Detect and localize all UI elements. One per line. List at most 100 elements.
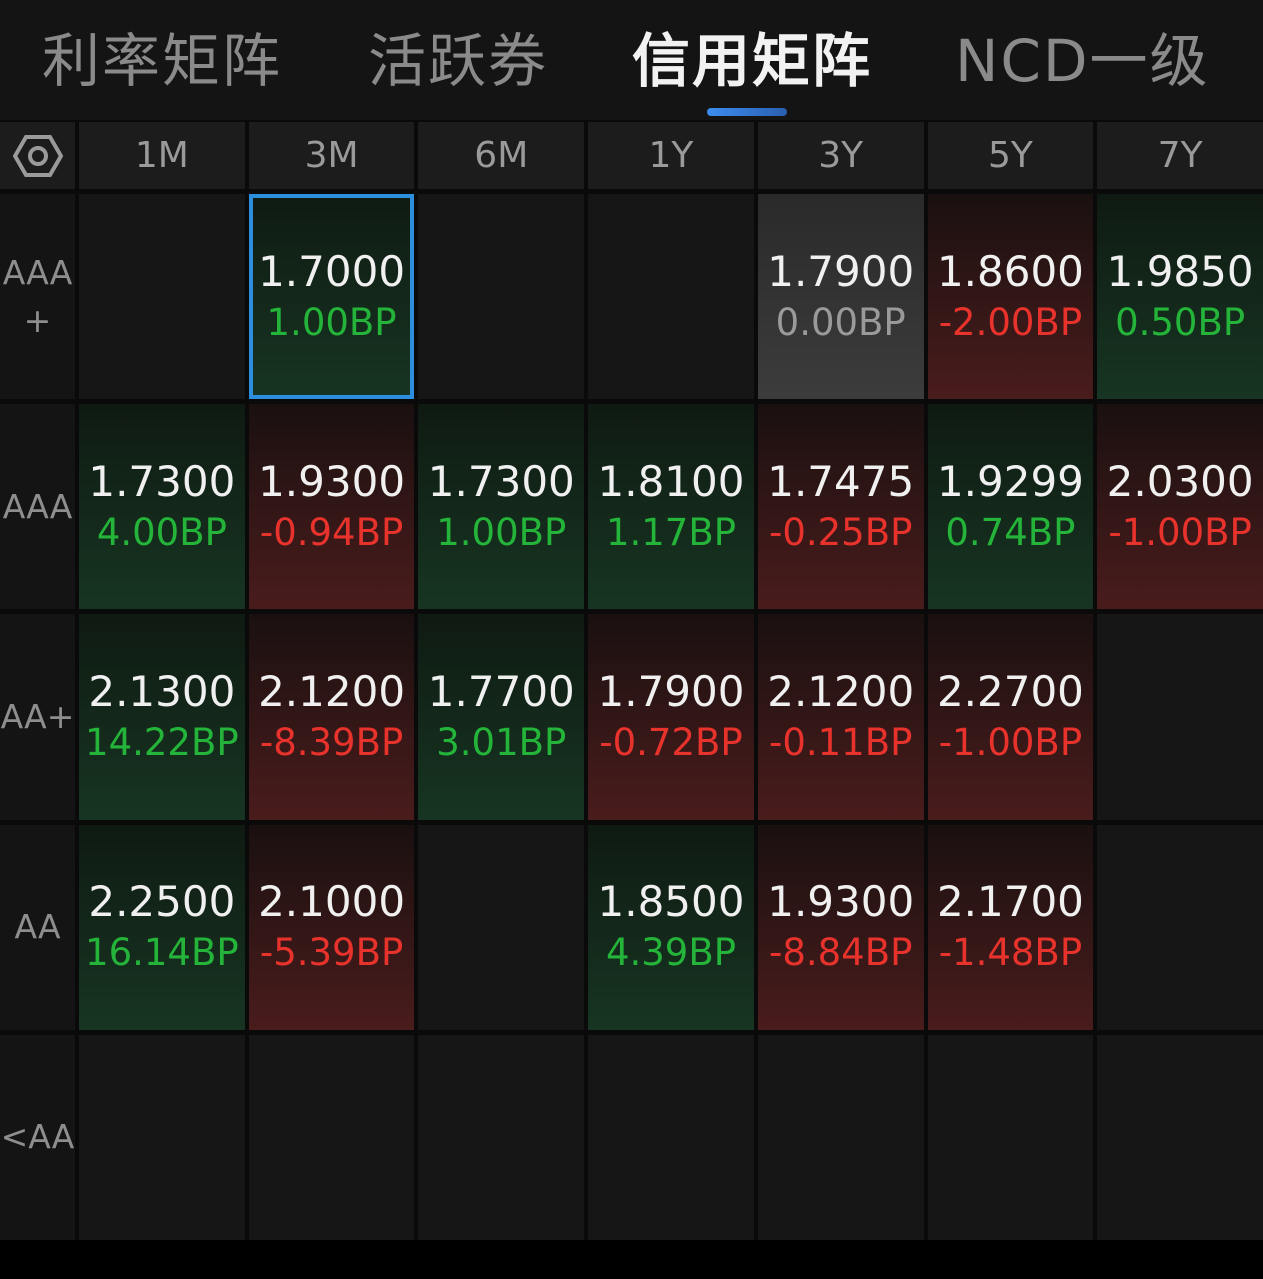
change-value: 0.74BP [945,510,1076,554]
change-value: 3.01BP [436,720,567,764]
matrix-cell[interactable]: 1.9850 0.50BP [1097,194,1263,400]
yield-value: 2.1200 [258,666,406,716]
matrix-cell[interactable] [757,1034,924,1240]
change-value: -0.72BP [599,720,743,764]
column-header-1m[interactable]: 1M [79,122,245,189]
column-header-1y[interactable]: 1Y [588,122,754,189]
settings-button[interactable] [0,122,75,189]
yield-value: 1.7700 [427,666,575,716]
tab-rate-matrix[interactable]: 利率矩阵 [42,27,283,95]
matrix-cell[interactable] [418,1034,585,1240]
matrix-cell[interactable]: 1.7700 3.01BP [418,614,585,820]
matrix-cell[interactable] [1097,1034,1263,1240]
yield-value: 1.7300 [88,456,236,506]
matrix-cell[interactable]: 1.7900 0.00BP [757,194,924,400]
row-label: AA [0,824,75,1030]
matrix-cell[interactable]: 1.7000 1.00BP [248,194,415,400]
change-value: 1.00BP [436,510,567,554]
yield-value: 2.1200 [767,666,915,716]
yield-value: 1.9300 [767,877,915,927]
change-value: 1.17BP [605,510,737,554]
row-label: AAA + [0,194,75,400]
matrix-cell[interactable]: 2.1700 -1.48BP [927,824,1094,1030]
tab-bar: 利率矩阵 活跃券 信用矩阵 NCD一级 [0,0,1263,120]
yield-value: 1.8100 [597,456,745,506]
bottom-bar [0,1240,1263,1279]
yield-value: 2.1700 [936,877,1084,927]
change-value: -1.00BP [1108,510,1252,554]
matrix-cell[interactable]: 1.8100 1.17BP [588,404,754,610]
yield-value: 2.1300 [88,666,236,716]
matrix-cell[interactable]: 2.2500 16.14BP [79,824,245,1030]
change-value: -5.39BP [259,931,404,975]
change-value: -0.94BP [259,510,404,554]
tab-active-bonds[interactable]: 活跃券 [368,27,549,95]
matrix-cell[interactable]: 2.1300 14.22BP [79,614,245,820]
column-header-3y[interactable]: 3Y [757,122,924,189]
matrix-cell[interactable] [418,194,585,400]
change-value: -2.00BP [938,300,1083,344]
matrix-cell[interactable] [588,1034,754,1240]
change-value: -1.48BP [938,931,1083,975]
matrix-cell[interactable]: 2.2700 -1.00BP [927,614,1094,820]
matrix-cell[interactable]: 1.9300 -0.94BP [248,404,415,610]
column-header-5y[interactable]: 5Y [927,122,1094,189]
matrix-cell[interactable]: 1.8500 4.39BP [588,824,754,1030]
matrix-cell[interactable] [1097,614,1263,820]
matrix-cell[interactable]: 1.9299 0.74BP [927,404,1094,610]
yield-value: 1.7900 [767,246,915,296]
matrix-cell[interactable]: 2.1000 -5.39BP [248,824,415,1030]
credit-matrix-grid: 1M 3M 6M 1Y 3Y 5Y 7Y AAA +1.7000 1.00BP 1.7900 0.0… [0,122,1263,1240]
change-value: 0.50BP [1115,300,1246,344]
matrix-cell[interactable] [1097,824,1263,1030]
matrix-cell[interactable]: 2.1200 -0.11BP [757,614,924,820]
row-label: AA+ [0,614,75,820]
matrix-cell[interactable] [588,194,754,400]
yield-value: 1.7900 [597,666,745,716]
column-header-6m[interactable]: 6M [418,122,585,189]
yield-value: 1.7000 [258,246,406,296]
yield-value: 2.1000 [258,877,406,927]
change-value: 4.00BP [96,510,227,554]
yield-value: 2.2700 [936,666,1084,716]
yield-value: 1.9850 [1106,246,1254,296]
change-value: -0.11BP [768,720,913,764]
yield-value: 1.7475 [767,456,915,506]
matrix-cell[interactable] [418,824,585,1030]
tab-ncd-primary[interactable]: NCD一级 [955,27,1210,95]
change-value: 0.00BP [775,300,906,344]
active-tab-indicator [707,108,787,116]
column-header-3m[interactable]: 3M [248,122,415,189]
yield-value: 1.8600 [936,246,1084,296]
matrix-cell[interactable]: 2.0300 -1.00BP [1097,404,1263,610]
column-header-7y[interactable]: 7Y [1097,122,1263,189]
matrix-cell[interactable] [79,1034,245,1240]
matrix-cell[interactable]: 1.8600 -2.00BP [927,194,1094,400]
matrix-cell[interactable] [79,194,245,400]
change-value: -1.00BP [938,720,1083,764]
matrix-cell[interactable]: 1.7475 -0.25BP [757,404,924,610]
change-value: -8.84BP [768,931,913,975]
yield-value: 1.8500 [597,877,745,927]
change-value: 1.00BP [266,300,397,344]
matrix-cell[interactable] [248,1034,415,1240]
hexagon-settings-icon [12,134,63,177]
matrix-cell[interactable]: 1.7900 -0.72BP [588,614,754,820]
yield-value: 1.9299 [936,456,1084,506]
matrix-cell[interactable]: 1.7300 1.00BP [418,404,585,610]
yield-value: 1.7300 [427,456,575,506]
tab-credit-matrix[interactable]: 信用矩阵 [632,27,873,95]
change-value: 16.14BP [85,931,239,975]
yield-value: 2.2500 [88,877,236,927]
row-label: <AA [0,1034,75,1240]
matrix-cell[interactable]: 1.9300 -8.84BP [757,824,924,1030]
change-value: -8.39BP [259,720,404,764]
change-value: -0.25BP [768,510,913,554]
change-value: 4.39BP [605,931,737,975]
matrix-cell[interactable]: 1.7300 4.00BP [79,404,245,610]
yield-value: 2.0300 [1106,456,1254,506]
row-label: AAA [0,404,75,610]
matrix-cell[interactable]: 2.1200 -8.39BP [248,614,415,820]
yield-value: 1.9300 [258,456,406,506]
matrix-cell[interactable] [927,1034,1094,1240]
